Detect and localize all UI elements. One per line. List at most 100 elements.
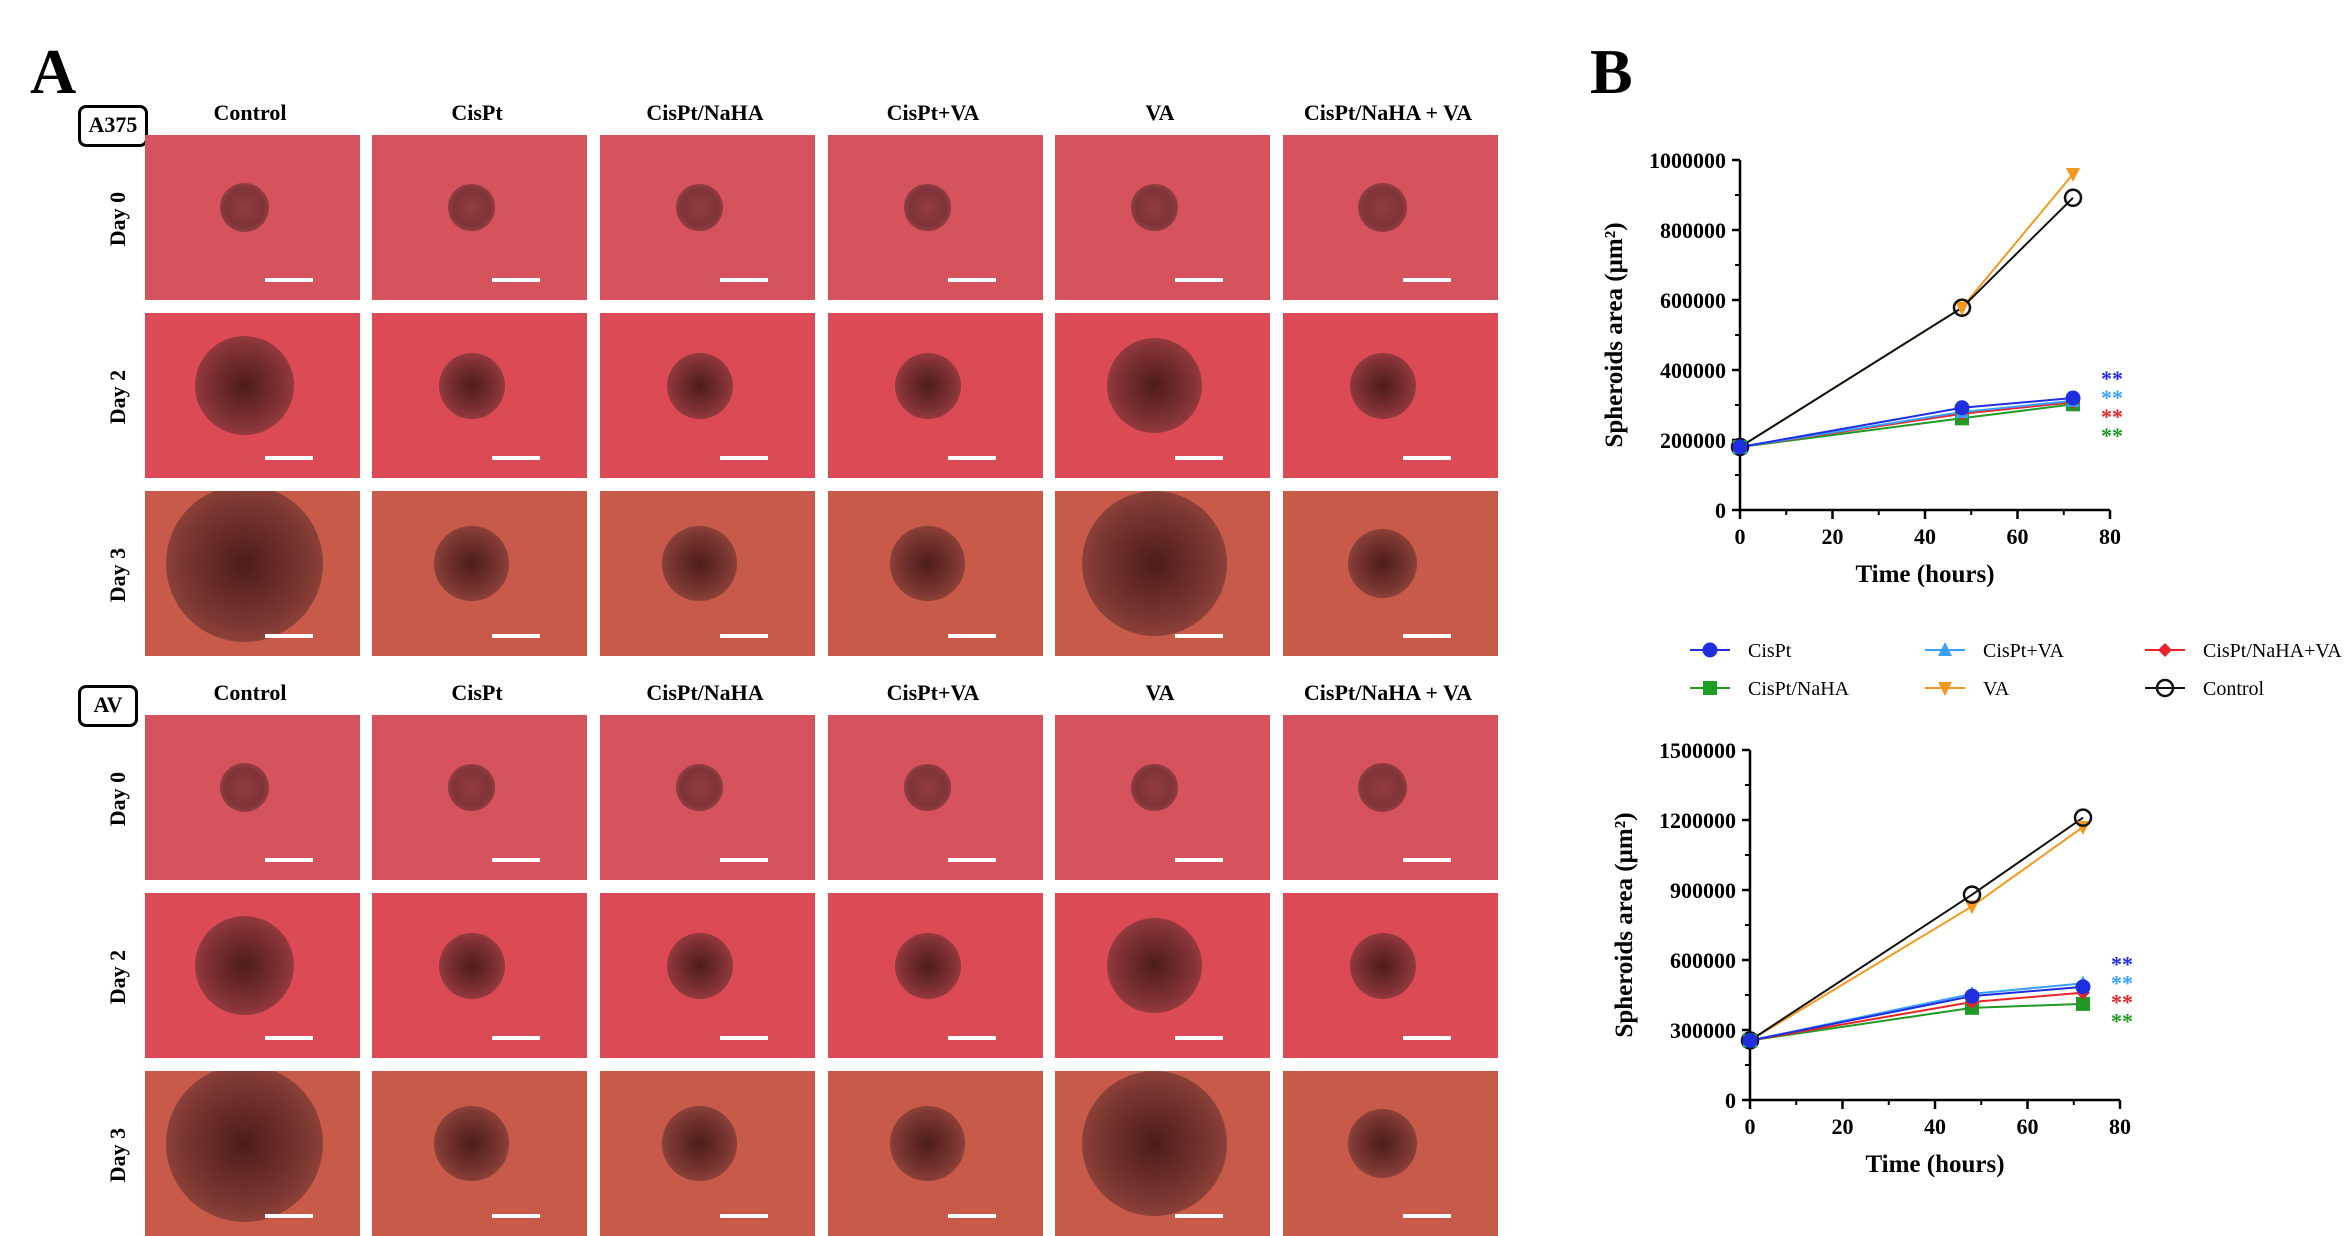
spheroid-micrograph	[372, 491, 587, 656]
spheroid	[219, 762, 270, 813]
y-axis-label: Spheroids area (µm²)	[1611, 812, 1638, 1037]
spheroid	[904, 184, 951, 231]
spheroid-micrograph	[372, 313, 587, 478]
data-point	[1954, 400, 1970, 416]
spheroid-micrograph	[145, 893, 360, 1058]
column-header: CisPt+VA	[886, 680, 980, 705]
scale-bar	[492, 1036, 540, 1040]
spheroid-micrograph	[828, 893, 1043, 1058]
legend-item: CisPt+VA	[1925, 640, 2065, 662]
x-tick-label: 60	[2007, 524, 2029, 549]
row-header-day: Day 3	[105, 1127, 130, 1182]
spheroid-micrograph	[145, 135, 360, 300]
row-header-day: Day 2	[105, 949, 130, 1004]
scale-bar	[265, 1214, 313, 1218]
column-header: CisPt/NaHA	[646, 680, 764, 705]
spheroid	[890, 1106, 965, 1181]
legend-marker	[1938, 642, 1952, 656]
scale-bar	[948, 456, 996, 460]
significance-marker: **	[2101, 404, 2123, 429]
data-point	[2063, 188, 2083, 208]
spheroid-micrograph	[600, 893, 815, 1058]
spheroid-micrograph	[828, 1071, 1043, 1236]
scale-bar	[1175, 634, 1223, 638]
data-point	[2076, 996, 2090, 1011]
spheroid	[438, 932, 505, 999]
panel-b-letter: B	[1590, 36, 1633, 107]
data-point	[1955, 301, 1969, 316]
scale-bar	[720, 634, 768, 638]
scale-bar	[1403, 858, 1451, 862]
scale-bar	[948, 858, 996, 862]
spheroid	[448, 184, 495, 231]
spheroid	[904, 764, 951, 811]
spheroid	[662, 1106, 737, 1181]
spheroid-micrograph	[145, 1071, 360, 1236]
series-line	[1739, 403, 2074, 448]
data-point	[1964, 988, 1980, 1004]
y-tick-label: 800000	[1660, 218, 1726, 243]
spheroid	[219, 182, 270, 233]
legend-marker	[1703, 681, 1717, 695]
spheroid	[1349, 932, 1416, 999]
significance-marker: **	[2111, 951, 2133, 976]
y-tick-label: 900000	[1670, 878, 1736, 903]
spheroid-micrograph	[1283, 893, 1498, 1058]
scale-bar	[948, 634, 996, 638]
x-tick-label: 80	[2099, 524, 2121, 549]
y-tick-label: 600000	[1660, 288, 1726, 313]
legend-label: CisPt+VA	[1983, 640, 2065, 662]
data-point	[1732, 439, 1748, 455]
spheroid-micrograph	[600, 1071, 815, 1236]
spheroid-micrograph	[1055, 313, 1270, 478]
data-point	[1952, 298, 1972, 317]
spheroid-micrograph	[372, 1071, 587, 1236]
spheroid-micrograph	[145, 313, 360, 478]
spheroid-micrograph	[1283, 313, 1498, 478]
legend-marker	[2158, 643, 2172, 657]
row-header-day: Day 3	[105, 547, 130, 602]
legend-marker	[1702, 642, 1718, 658]
legend-marker	[2155, 678, 2175, 698]
legend-item: Control	[2145, 678, 2265, 700]
x-tick-label: 40	[1914, 524, 1936, 549]
y-tick-label: 300000	[1670, 1018, 1736, 1043]
data-point	[1742, 1033, 1758, 1048]
spheroid	[1081, 491, 1228, 637]
scale-bar	[1403, 634, 1451, 638]
spheroid	[1349, 352, 1416, 419]
legend-label: Control	[2203, 678, 2265, 700]
data-point	[2066, 168, 2080, 182]
spheroid	[448, 764, 495, 811]
column-header: CisPt/NaHA	[646, 100, 764, 125]
scale-bar	[1175, 456, 1223, 460]
legend-label: CisPt/NaHA+VA	[2203, 640, 2342, 662]
scale-bar	[948, 1214, 996, 1218]
spheroid	[166, 491, 323, 642]
scale-bar	[265, 456, 313, 460]
significance-marker: **	[2101, 385, 2123, 410]
spheroid	[894, 352, 961, 419]
scale-bar	[265, 1036, 313, 1040]
y-tick-label: 1200000	[1659, 808, 1736, 833]
scale-bar	[720, 1036, 768, 1040]
spheroid-micrograph	[372, 135, 587, 300]
chart-av-growth: 0 300000 600000 900000 1200000 1500000 0 20 40 60…	[1611, 738, 2133, 1178]
x-tick-label: 40	[1924, 1114, 1946, 1139]
legend-item: CisPt/NaHA	[1690, 678, 1850, 700]
spheroid	[1347, 1108, 1418, 1179]
x-tick-label: 20	[1822, 524, 1844, 549]
x-tick-label: 80	[2109, 1114, 2131, 1139]
significance-marker: **	[2101, 366, 2123, 391]
scale-bar	[492, 456, 540, 460]
spheroid	[676, 764, 723, 811]
axis-lines	[1748, 750, 2120, 1102]
spheroid-micrograph	[145, 491, 360, 656]
scale-bar	[265, 278, 313, 282]
scale-bar	[948, 1036, 996, 1040]
spheroid	[1357, 762, 1408, 813]
legend-label: CisPt	[1748, 640, 1792, 662]
column-header: CisPt	[451, 100, 503, 125]
column-header: CisPt/NaHA + VA	[1303, 100, 1473, 125]
y-tick-label: 200000	[1660, 428, 1726, 453]
